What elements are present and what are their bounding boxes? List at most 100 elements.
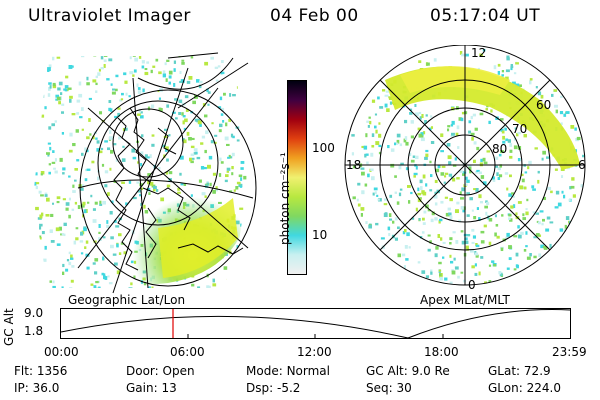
emission-pixel [496, 235, 500, 239]
emission-pixel [51, 161, 56, 164]
emission-pixel [374, 113, 378, 116]
emission-pixel [523, 134, 527, 138]
emission-pixel [460, 117, 464, 122]
emission-pixel [468, 166, 472, 171]
emission-pixel [103, 59, 107, 62]
emission-pixel [68, 214, 71, 219]
emission-pixel [114, 262, 118, 266]
emission-pixel [484, 205, 488, 209]
emission-pixel [168, 70, 173, 75]
emission-pixel [394, 237, 398, 241]
emission-pixel [181, 59, 185, 62]
emission-pixel [370, 152, 374, 157]
emission-pixel [363, 145, 368, 150]
emission-pixel [106, 78, 110, 81]
emission-pixel [547, 186, 552, 190]
emission-pixel [501, 130, 505, 134]
emission-pixel [191, 283, 195, 287]
emission-pixel [41, 212, 44, 217]
emission-pixel [478, 217, 481, 222]
emission-pixel [448, 173, 453, 177]
emission-pixel [551, 93, 554, 97]
emission-pixel [107, 275, 110, 278]
emission-pixel [172, 111, 176, 114]
emission-pixel [532, 211, 537, 214]
emission-pixel [158, 167, 161, 170]
emission-pixel [202, 103, 206, 107]
emission-pixel [133, 69, 137, 73]
emission-pixel [379, 106, 384, 109]
emission-pixel [479, 201, 484, 204]
emission-pixel [81, 184, 85, 187]
emission-pixel [56, 243, 61, 246]
emission-pixel [399, 143, 403, 147]
emission-pixel [49, 146, 52, 151]
emission-pixel [465, 53, 469, 57]
emission-pixel [440, 172, 445, 176]
emission-pixel [92, 219, 97, 223]
altitude-time-ticks [187, 334, 444, 339]
emission-pixel [505, 138, 509, 142]
emission-pixel [439, 218, 443, 222]
emission-pixel [55, 98, 58, 101]
emission-pixel [97, 72, 101, 76]
emission-pixel [488, 280, 492, 284]
emission-pixel [501, 70, 505, 73]
emission-pixel [460, 206, 464, 210]
emission-pixel [121, 92, 124, 96]
emission-pixel [464, 240, 469, 245]
emission-pixel [475, 243, 478, 247]
emission-pixel [99, 203, 103, 206]
emission-pixel [81, 56, 85, 58]
emission-pixel [483, 224, 487, 228]
emission-pixel [185, 108, 189, 112]
emission-pixel [387, 226, 391, 231]
emission-pixel [438, 261, 442, 265]
emission-pixel [58, 226, 62, 231]
emission-pixel [438, 220, 441, 224]
emission-pixel [168, 75, 172, 79]
emission-pixel [204, 149, 207, 154]
emission-pixel [104, 184, 108, 188]
emission-pixel [352, 165, 357, 169]
emission-pixel [410, 120, 414, 124]
emission-pixel [415, 166, 418, 170]
emission-pixel [368, 224, 373, 229]
emission-pixel [389, 101, 393, 105]
emission-pixel [238, 81, 243, 85]
emission-pixel [86, 136, 90, 140]
dsp-value: -5.2 [276, 381, 301, 395]
emission-pixel [479, 162, 483, 167]
emission-pixel [517, 131, 521, 135]
emission-pixel [508, 257, 512, 261]
emission-pixel [542, 150, 546, 155]
emission-pixel [546, 216, 551, 220]
emission-pixel [54, 158, 57, 162]
emission-pixel [255, 62, 259, 66]
emission-pixel [158, 97, 162, 100]
emission-pixel [389, 194, 393, 198]
emission-pixel [388, 96, 391, 99]
emission-pixel [522, 213, 525, 217]
emission-pixel [165, 146, 169, 150]
emission-pixel [410, 191, 413, 195]
emission-pixel [435, 168, 440, 173]
emission-pixel [535, 233, 540, 237]
emission-pixel [434, 191, 437, 195]
emission-pixel [455, 132, 459, 136]
emission-pixel [418, 111, 422, 115]
emission-pixel [69, 132, 73, 137]
colorbar-tick-100: 100 [312, 141, 335, 155]
emission-pixel [433, 195, 438, 199]
emission-pixel [444, 172, 449, 175]
emission-pixel [512, 195, 515, 198]
emission-pixel [543, 196, 547, 201]
emission-pixel [64, 88, 68, 92]
emission-pixel [370, 168, 374, 172]
emission-pixel [239, 93, 243, 97]
emission-pixel [80, 107, 84, 111]
emission-pixel [471, 228, 475, 232]
emission-pixel [541, 157, 544, 161]
emission-pixel [65, 268, 69, 272]
emission-pixel [141, 134, 144, 138]
